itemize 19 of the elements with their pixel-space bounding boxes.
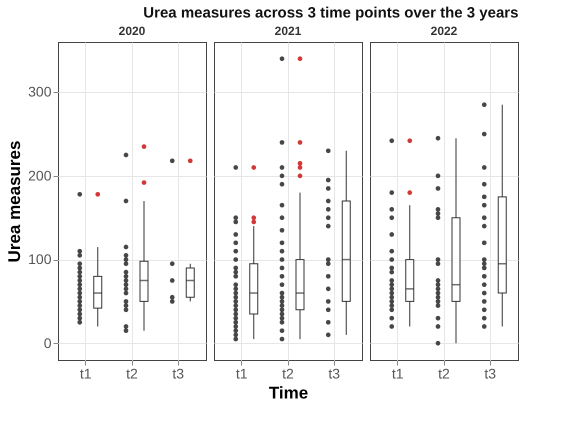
chart-subtitle: 2021 bbox=[274, 24, 302, 38]
x-tick-label: t3 bbox=[328, 366, 340, 382]
y-axis-title: Urea measures bbox=[5, 140, 24, 262]
x-tick-label: t3 bbox=[172, 366, 184, 382]
y-tick-label: 0 bbox=[44, 334, 52, 351]
x-tick-label: t1 bbox=[236, 366, 248, 382]
x-tick-label: t1 bbox=[392, 366, 404, 382]
x-tick-label: t3 bbox=[484, 366, 496, 382]
text: Urea measures across 3 time points over the 3 years bbox=[143, 4, 518, 22]
x-tick-label: t2 bbox=[438, 366, 450, 382]
x-tick-label: t2 bbox=[126, 366, 138, 382]
chart-subtitle: 2020 bbox=[118, 24, 146, 38]
y-tick-label: 200 bbox=[28, 167, 52, 184]
x-tick-label: t1 bbox=[80, 366, 92, 382]
y-tick-label: 300 bbox=[28, 84, 52, 100]
y-tick-label: 100 bbox=[28, 251, 52, 268]
x-tick-label: t2 bbox=[282, 366, 294, 382]
chart-subtitle: 2022 bbox=[430, 24, 458, 38]
x-axis-title: Time bbox=[268, 384, 308, 402]
